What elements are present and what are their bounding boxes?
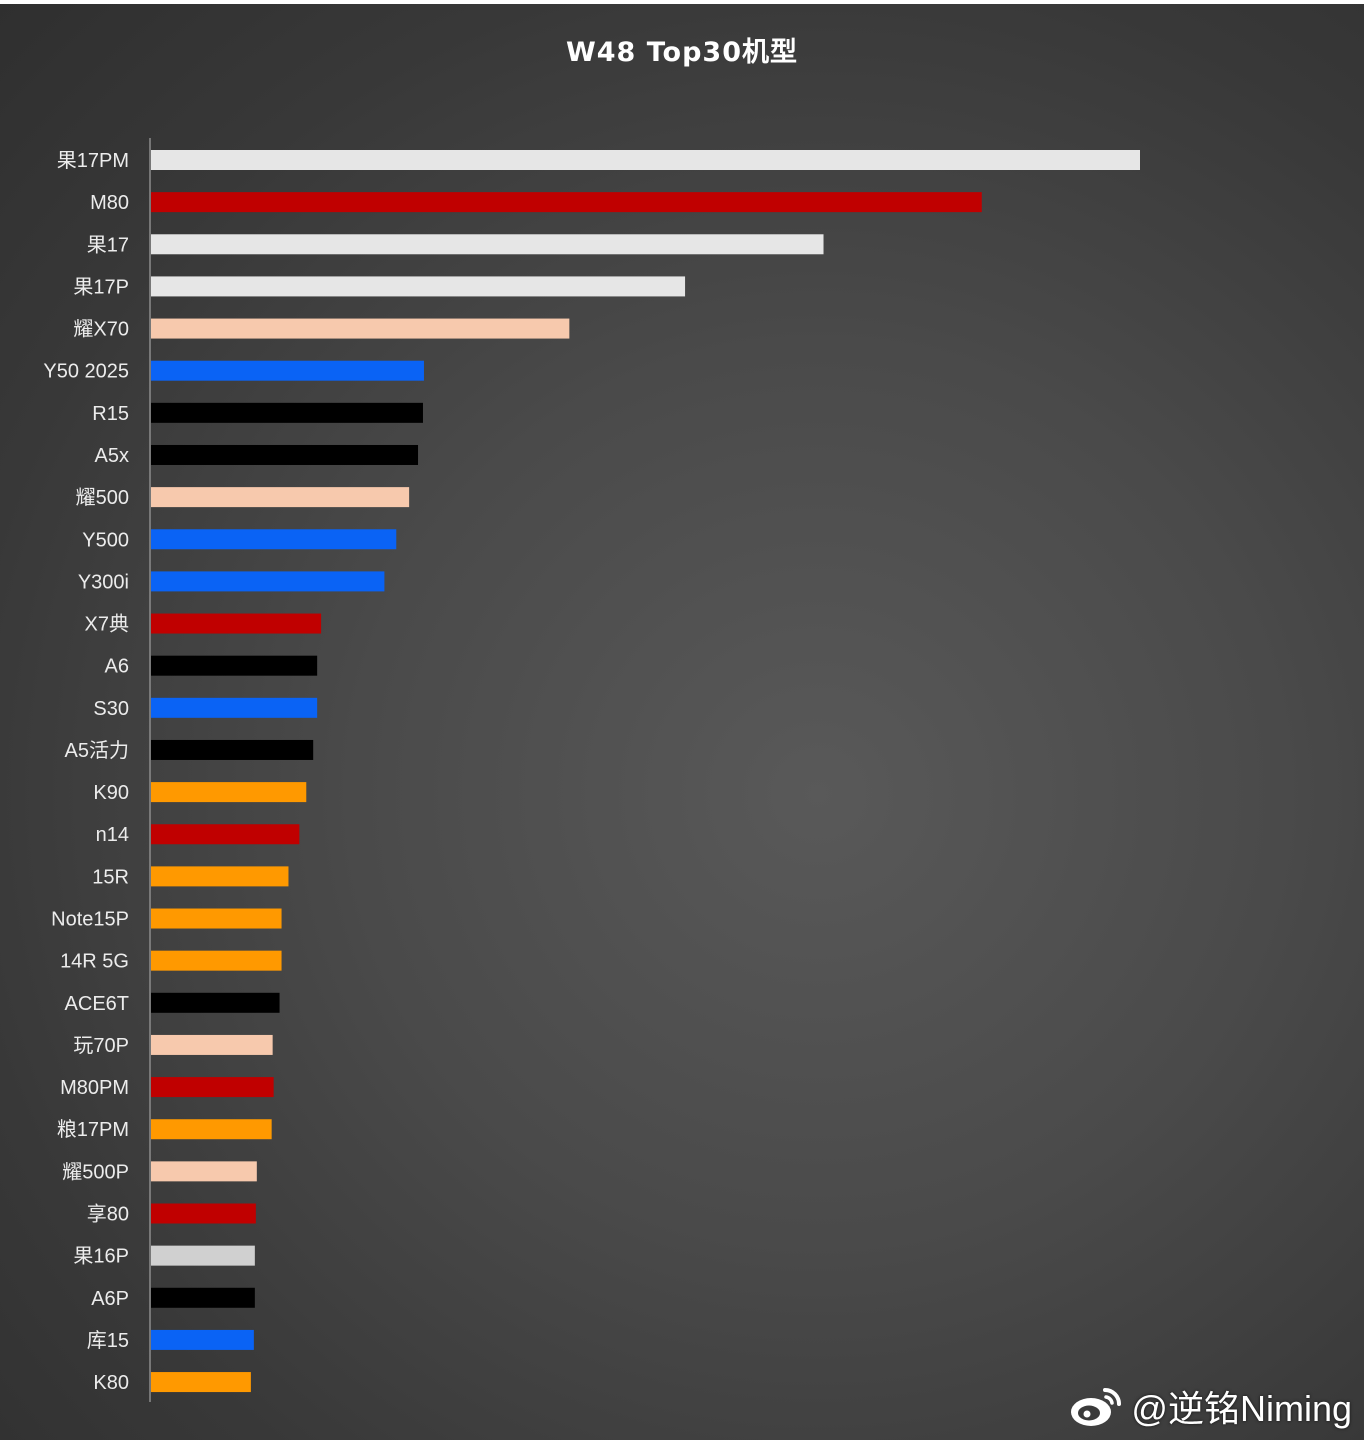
- bar: [151, 1372, 251, 1393]
- bar: [151, 318, 570, 339]
- category-label: Y500: [82, 529, 129, 551]
- bar: [151, 1203, 256, 1224]
- bar: [151, 824, 300, 845]
- bar: [151, 150, 1140, 170]
- category-label: 14R 5G: [60, 951, 129, 973]
- bar: [151, 782, 307, 803]
- chart-title: W48 Top30机型: [565, 37, 799, 68]
- bar: [151, 908, 282, 929]
- bar: [151, 739, 314, 760]
- category-label: M80PM: [60, 1077, 129, 1099]
- bar: [151, 571, 385, 592]
- bar: [151, 1287, 255, 1308]
- category-label: A6: [105, 656, 129, 678]
- bar: [151, 1245, 255, 1266]
- category-label: 粮17PM: [57, 1118, 129, 1141]
- category-label: Y50 2025: [43, 361, 129, 383]
- bar: [151, 992, 280, 1013]
- category-label: S30: [93, 698, 129, 720]
- category-label: 玩70P: [73, 1035, 129, 1057]
- bar: [151, 529, 397, 550]
- category-label: M80: [90, 192, 129, 214]
- bar: [151, 613, 322, 634]
- category-label: 果16P: [73, 1246, 129, 1268]
- category-label: ACE6T: [65, 993, 129, 1015]
- category-label: 果17PM: [57, 150, 129, 172]
- category-label: K80: [93, 1372, 129, 1394]
- bar: [151, 1077, 274, 1098]
- category-label: n14: [96, 824, 129, 846]
- bar: [151, 866, 289, 887]
- category-label: A5x: [95, 445, 129, 467]
- category-label: A6P: [91, 1288, 129, 1310]
- bar: [151, 360, 424, 381]
- bar: [151, 487, 410, 508]
- bar: [151, 655, 318, 676]
- bar: [151, 234, 824, 255]
- bar: [151, 1329, 254, 1350]
- category-label: Y300i: [78, 571, 129, 593]
- bar: [151, 192, 982, 213]
- bar: [151, 1034, 273, 1055]
- category-label: K90: [93, 782, 129, 804]
- category-label: X7典: [85, 613, 129, 636]
- bar: [151, 1161, 257, 1182]
- bar: [151, 444, 419, 465]
- bar: [151, 1119, 272, 1140]
- bar: [151, 276, 686, 297]
- category-label: Note15P: [51, 909, 129, 931]
- bar: [151, 950, 282, 971]
- bar: [151, 697, 318, 718]
- category-label: 15R: [92, 866, 129, 888]
- category-label: 库15: [87, 1329, 129, 1352]
- category-label: 享80: [87, 1203, 129, 1226]
- category-label: A5活力: [65, 739, 129, 762]
- bar: [151, 402, 423, 423]
- watermark: @逆铭Niming: [1069, 1380, 1352, 1432]
- category-label: 果17: [87, 234, 129, 256]
- category-label: 耀500P: [62, 1160, 129, 1183]
- weibo-icon: [1069, 1384, 1123, 1428]
- watermark-text: @逆铭Niming: [1131, 1388, 1352, 1429]
- category-label: R15: [92, 403, 129, 425]
- category-label: 耀X70: [73, 318, 129, 341]
- category-label: 果17P: [73, 276, 129, 298]
- category-label: 耀500: [76, 486, 129, 509]
